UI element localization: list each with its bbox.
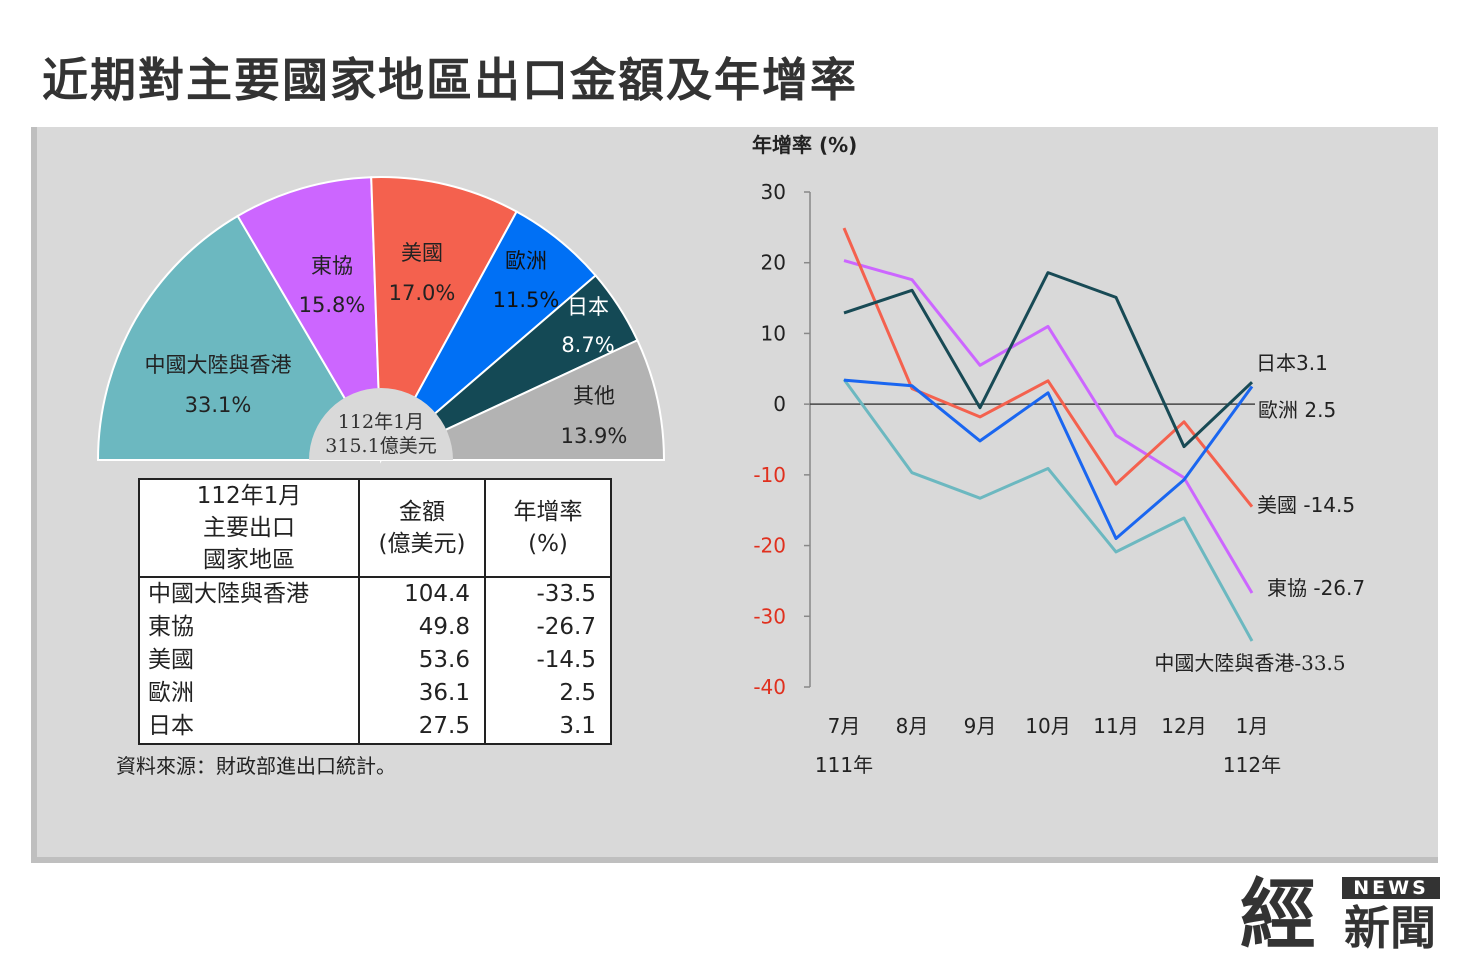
table-row: 東協 49.8 -26.7 [138,611,612,644]
series-line [842,378,1254,642]
x-tick-label: 10月 [1025,714,1070,738]
table-cell-amount: 36.1 [358,677,486,710]
logo-main-glyph: 經 [1240,870,1316,959]
table-header-region: 112年1月 主要出口 國家地區 [138,478,360,578]
x-year-label: 112年 [1223,753,1281,777]
table-cell-name: 日本 [138,710,360,745]
page-title: 近期對主要國家地區出口金額及年增率 [42,53,858,107]
pie-slice-percent: 8.7% [561,333,614,357]
y-tick-label: -30 [753,604,786,628]
table-cell-name: 歐洲 [138,677,360,710]
series-end-label: 美國 -14.5 [1257,493,1355,517]
y-tick-label: 20 [761,251,786,275]
y-tick-label: -20 [753,534,786,558]
pie-slice [96,214,383,461]
series-line [843,271,1254,449]
pie-slice-name: 中國大陸與香港 [145,353,292,377]
pie-slice-name: 日本 [567,295,609,319]
y-axis-title: 年增率 (%) [752,133,857,157]
table-cell-amount: 53.6 [358,644,486,677]
y-tick-label: 10 [761,321,786,345]
table-cell-amount: 49.8 [358,611,486,644]
y-tick-label: -40 [753,675,786,699]
table-cell-name: 東協 [138,611,360,644]
table-row: 美國 53.6 -14.5 [138,644,612,677]
table-header-growth: 年增率 (%) [484,478,612,578]
pie-slice-name: 其他 [573,384,615,408]
source-note: 資料來源：財政部進出口統計。 [116,754,396,778]
pie-slice [370,176,518,464]
x-tick-label: 9月 [964,714,997,738]
table-cell-amount: 27.5 [358,710,486,745]
table-row: 中國大陸與香港 104.4 -33.5 [138,576,612,611]
pie-slice-percent: 11.5% [493,288,560,312]
x-tick-label: 11月 [1093,714,1138,738]
table-row: 歐洲 36.1 2.5 [138,677,612,710]
pie-slice [236,176,382,461]
y-tick-label: -10 [753,463,786,487]
logo-sub-text: 新聞 [1344,901,1436,955]
x-tick-label: 8月 [896,714,929,738]
series-line [843,378,1254,540]
table-row: 日本 27.5 3.1 [138,710,612,745]
pie-center-total: 315.1億美元 [325,435,436,457]
logo-news-badge: NEWS [1342,877,1440,899]
series-end-label: 中國大陸與香港-33.5 [1154,651,1345,675]
x-tick-label: 12月 [1161,714,1206,738]
y-tick-label: 30 [761,180,786,204]
series-end-label: 日本3.1 [1256,351,1328,375]
pie-slice-percent: 17.0% [389,281,456,305]
news-logo: 經 NEWS 新聞 [1240,872,1445,962]
table-header-row: 112年1月 主要出口 國家地區 金額 (億美元) 年增率 (%) [138,478,612,578]
y-tick-label: 0 [773,392,786,416]
pie-slice [380,338,666,461]
series-end-label: 東協 -26.7 [1267,576,1365,600]
x-tick-label: 1月 [1236,714,1269,738]
series-line [842,227,1254,508]
series-end-label: 歐洲 2.5 [1258,398,1336,422]
export-table: 112年1月 主要出口 國家地區 金額 (億美元) 年增率 (%) 中國大陸與香… [138,478,612,745]
table-cell-growth: 2.5 [484,677,612,710]
x-tick-label: 7月 [828,714,861,738]
pie-center-hole [309,388,453,460]
table-header-amount: 金額 (億美元) [358,478,486,578]
pie-slice-name: 美國 [401,241,443,265]
pie-center-date: 112年1月 [338,411,424,433]
pie-slice-percent: 33.1% [185,393,252,417]
series-line [843,259,1254,594]
table-cell-growth: -14.5 [484,644,612,677]
table-cell-growth: 3.1 [484,710,612,745]
table-cell-amount: 104.4 [358,576,486,611]
pie-slice-percent: 13.9% [561,424,628,448]
table-cell-name: 中國大陸與香港 [138,576,360,611]
pie-slice-name: 歐洲 [505,249,547,273]
pie-slice-percent: 15.8% [299,293,366,317]
x-year-label: 111年 [815,753,873,777]
table-cell-name: 美國 [138,644,360,677]
pie-slice-name: 東協 [311,254,353,278]
table-cell-growth: -26.7 [484,611,612,644]
table-cell-growth: -33.5 [484,576,612,611]
